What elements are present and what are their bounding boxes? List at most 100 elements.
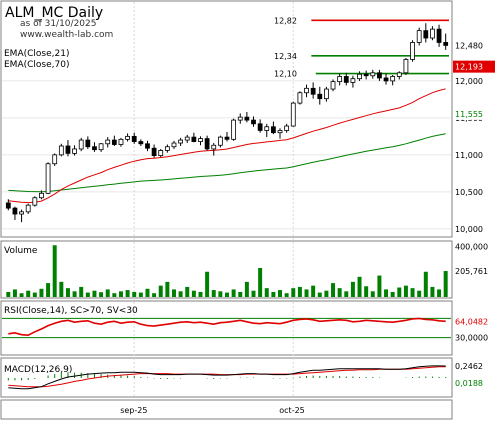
volume-bar xyxy=(19,293,24,297)
volume-bar xyxy=(264,288,269,297)
chart-title: ALM_MC Daily xyxy=(5,5,103,21)
candle-body xyxy=(297,92,303,104)
volume-bar xyxy=(32,292,37,297)
candle-body xyxy=(410,42,415,60)
volume-bar xyxy=(244,281,249,297)
candle-body xyxy=(270,126,276,134)
candle-body xyxy=(12,207,18,215)
volume-bar xyxy=(324,290,329,297)
ema70-value-label: 11,555 xyxy=(455,110,483,119)
ema21-value-label-bg xyxy=(453,60,495,73)
candle-body xyxy=(224,136,230,140)
candle-body xyxy=(403,59,409,74)
candle-body xyxy=(125,135,130,140)
volume-bar xyxy=(417,290,422,297)
candle-body xyxy=(111,139,117,145)
volume-bar xyxy=(390,291,395,297)
level-label: 12,82 xyxy=(274,16,297,25)
volume-bar xyxy=(132,291,137,297)
candle-body xyxy=(52,154,58,165)
volume-bar xyxy=(344,291,349,297)
rsi-panel-frame xyxy=(0,300,453,356)
candle-body xyxy=(350,78,356,83)
volume-bar xyxy=(178,291,183,297)
candle-body xyxy=(65,145,71,154)
candle-body xyxy=(257,123,263,131)
candle-body xyxy=(98,143,104,151)
candle-body xyxy=(290,102,296,127)
candle-body xyxy=(436,28,442,43)
volume-bar xyxy=(52,245,57,297)
volume-bar xyxy=(145,288,150,297)
candle-body xyxy=(244,116,250,121)
date-tick-label: oct-25 xyxy=(279,406,305,415)
volume-bar xyxy=(317,292,322,297)
price-panel-frame xyxy=(0,0,453,238)
candle-body xyxy=(178,139,184,144)
ema70-value-label-bg xyxy=(453,107,495,120)
candle-body xyxy=(138,141,144,145)
candle-body xyxy=(204,138,210,150)
volume-bar xyxy=(185,286,190,297)
candle-body xyxy=(78,139,84,150)
candle-body xyxy=(85,139,91,148)
volume-bar xyxy=(99,292,104,297)
candle-body xyxy=(330,81,336,90)
candle-body xyxy=(171,142,177,148)
macd-panel-frame xyxy=(0,357,453,398)
ema21-value-label: 12,193 xyxy=(455,63,483,72)
candle-body xyxy=(304,87,309,94)
candle-body xyxy=(5,202,11,209)
candle-body xyxy=(118,138,124,145)
volume-bar xyxy=(79,286,84,297)
candle-body xyxy=(217,136,223,146)
candle-body xyxy=(131,135,137,142)
candle-body xyxy=(324,88,329,100)
volume-bar xyxy=(165,281,170,297)
rsi-tick-label: 30,0000 xyxy=(455,334,488,343)
volume-bar xyxy=(364,286,369,297)
candle-body xyxy=(237,116,243,121)
volume-bar xyxy=(297,286,302,297)
volume-bar xyxy=(410,288,415,297)
volume-bar xyxy=(271,291,276,297)
volume-bar xyxy=(46,283,51,297)
volume-bar xyxy=(423,271,428,297)
candle-body xyxy=(317,93,323,100)
candle-body xyxy=(158,150,164,157)
volume-bar xyxy=(92,290,97,297)
ema21-line xyxy=(8,88,446,204)
last-close-label-bg xyxy=(453,39,495,52)
candle-body xyxy=(310,87,316,95)
volume-bar xyxy=(205,271,210,297)
chart-watermark: www.wealth-lab.com xyxy=(20,30,113,40)
volume-bar xyxy=(350,281,355,297)
candle-body xyxy=(416,30,422,43)
ema21-label: EMA(Close,21) xyxy=(4,49,69,59)
volume-bar xyxy=(12,289,17,297)
candle-body xyxy=(145,143,150,149)
candle-body xyxy=(383,77,389,82)
volume-bar xyxy=(171,289,176,297)
candle-body xyxy=(151,147,157,157)
volume-bar xyxy=(370,291,375,297)
date-tick-label: sep-25 xyxy=(120,406,147,415)
volume-bar xyxy=(105,289,110,297)
volume-bar xyxy=(211,290,216,297)
volume-bar xyxy=(152,293,157,297)
volume-bar xyxy=(251,290,256,297)
candle-body xyxy=(211,144,217,150)
macd-value-label-bg xyxy=(453,360,495,373)
macd-line xyxy=(8,365,446,390)
macd-value-label: 0,2462 xyxy=(455,362,483,371)
ema70-label: EMA(Close,70) xyxy=(4,60,69,70)
volume-bar xyxy=(403,285,408,297)
macd-signal-value-label: 0,0188 xyxy=(455,379,483,388)
candle-body xyxy=(191,136,197,142)
price-tick-label: 10,500 xyxy=(455,188,483,197)
candle-body xyxy=(198,138,203,142)
candle-body xyxy=(19,211,24,215)
volume-bar xyxy=(26,290,31,297)
volume-tick-label: 400,000 xyxy=(455,243,488,252)
